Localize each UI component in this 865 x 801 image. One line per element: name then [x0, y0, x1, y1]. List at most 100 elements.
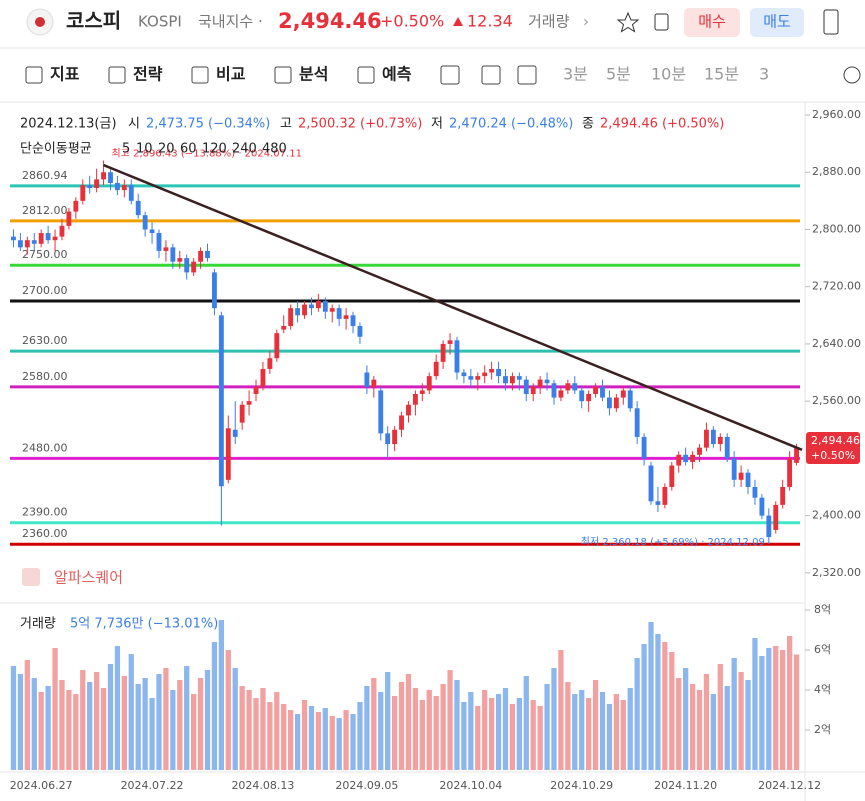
- toolbar-item[interactable]: 예측: [382, 65, 412, 84]
- volume-bar: [558, 650, 564, 770]
- candle-body: [704, 429, 709, 448]
- level-label: 2360.00: [22, 527, 68, 540]
- toolbar-item[interactable]: 3: [759, 65, 769, 84]
- candle-body: [80, 185, 86, 201]
- candle-body: [676, 454, 682, 466]
- settings[interactable]: [843, 66, 861, 84]
- candle-body: [516, 376, 522, 380]
- volume-bar: [87, 682, 93, 770]
- price: 2,494.46: [278, 9, 382, 33]
- volume-bar: [364, 686, 370, 770]
- volume-bar: [260, 688, 266, 770]
- candle-body: [329, 308, 335, 312]
- candle-body: [288, 308, 294, 327]
- price-badge-value: 2,494.46: [811, 434, 860, 447]
- candle-body: [509, 376, 515, 384]
- memo[interactable]: [654, 13, 669, 31]
- volume-bar: [315, 712, 322, 770]
- candle-body: [31, 240, 37, 244]
- candle-body: [108, 172, 113, 183]
- toolbar-item[interactable]: 분석: [299, 65, 328, 84]
- plot: 2,960.00 2,880.00 2,800.00 2,720.00 2,640.00…: [10, 108, 861, 792]
- change-pct: +0.50%: [380, 12, 444, 31]
- candle-body: [246, 401, 252, 405]
- volume-bar: [378, 692, 384, 770]
- candle-body: [496, 368, 501, 377]
- candle-body: [253, 386, 259, 394]
- buy-button[interactable]: [684, 8, 740, 37]
- index-code: KOSPI: [138, 13, 182, 31]
- volume-bar: [100, 688, 107, 770]
- volume-bar: [586, 698, 592, 770]
- candle-body: [565, 383, 571, 391]
- candle-body: [766, 515, 772, 538]
- volume-bar: [461, 702, 467, 770]
- candle-body: [371, 379, 377, 387]
- toolbar-item[interactable]: 10분: [651, 65, 686, 84]
- sell-label[interactable]: 매도: [763, 13, 791, 31]
- volume-bar: [454, 680, 460, 770]
- volume-bar: [38, 692, 44, 770]
- volume-bar: [759, 656, 765, 770]
- volume-bar: [225, 650, 231, 770]
- candle-body: [184, 258, 190, 273]
- candle-body: [648, 465, 654, 502]
- volume-bar: [793, 654, 800, 770]
- toolbar-icon: [274, 66, 292, 84]
- ma-legend: 5 10 20 60 120 240 480: [122, 142, 287, 157]
- toolbar-item[interactable]: 지표: [50, 65, 80, 84]
- toolbar-item[interactable]: 15분: [704, 65, 739, 84]
- logo: [22, 568, 40, 586]
- volume-bar: [440, 684, 446, 770]
- volume-bar: [294, 714, 301, 770]
- level-label: 2580.00: [22, 370, 68, 383]
- candle-body: [683, 454, 689, 462]
- toolbar-item[interactable]: 비교: [216, 65, 246, 84]
- candle-body: [170, 247, 176, 262]
- candle-body: [267, 358, 273, 369]
- toolbar-item[interactable]: 3분: [563, 65, 588, 84]
- level-label: 2480.00: [22, 441, 68, 454]
- y-tick-label: 2,320.00: [812, 566, 861, 579]
- volume-bar: [24, 660, 30, 770]
- candle-body: [101, 172, 106, 180]
- sell-button[interactable]: [750, 8, 804, 37]
- volume-bar: [641, 644, 647, 770]
- camera[interactable]: [517, 65, 537, 85]
- volume-link[interactable]: 거래량: [528, 13, 570, 31]
- candle-body: [433, 361, 439, 377]
- volume-title: 거래량: [20, 617, 56, 632]
- favorite[interactable]: [616, 11, 640, 33]
- volume-bar: [135, 684, 141, 770]
- buy-label[interactable]: 매수: [698, 13, 726, 31]
- volume-bar: [398, 682, 405, 770]
- toolbar-item[interactable]: 5분: [606, 65, 631, 84]
- candle-body: [295, 308, 301, 316]
- candle-body: [780, 486, 786, 505]
- volume-tick-label: 6억: [814, 643, 831, 656]
- volume-bar: [177, 680, 183, 770]
- candle-body: [225, 428, 231, 480]
- candle-icon[interactable]: [481, 65, 501, 85]
- volume-bar: [773, 646, 779, 770]
- volume-bar: [204, 670, 211, 770]
- level-label: 2812.00: [22, 204, 68, 217]
- candle-body: [461, 372, 467, 377]
- volume-bar: [780, 650, 786, 770]
- candle-body: [198, 250, 203, 262]
- volume-bar: [301, 700, 308, 770]
- toolbar-item[interactable]: 전략: [133, 65, 163, 84]
- volume-bar: [121, 676, 127, 770]
- volume-bar: [385, 672, 391, 770]
- candle-body: [392, 429, 398, 445]
- chart-type[interactable]: [440, 65, 460, 85]
- volume-bar: [239, 686, 245, 770]
- volume-bar: [745, 680, 751, 770]
- layout-icon[interactable]: [823, 9, 839, 35]
- candle-body: [613, 397, 619, 409]
- volume-bar: [350, 714, 356, 770]
- volume-bar: [184, 666, 190, 770]
- volume-bar: [655, 634, 661, 770]
- candle-body: [309, 304, 314, 309]
